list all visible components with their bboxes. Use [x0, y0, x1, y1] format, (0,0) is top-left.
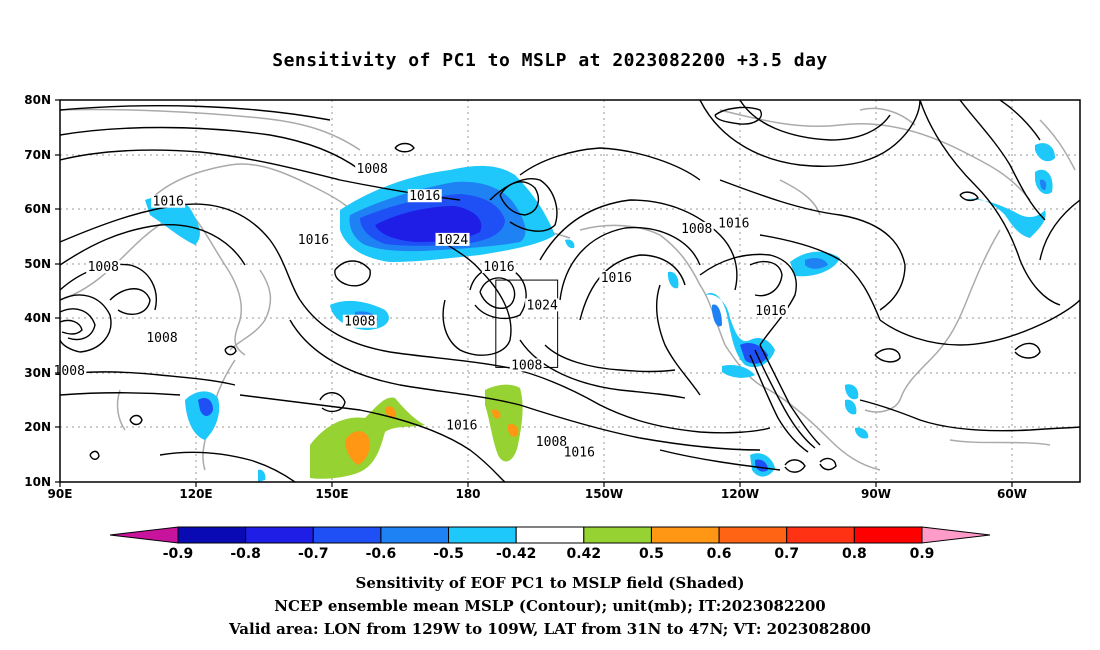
colorbar-label: -0.9: [163, 546, 194, 562]
contour-label: 1016: [718, 217, 749, 232]
colorbar-box: [515, 526, 585, 544]
lat-label: 30N: [24, 366, 51, 380]
contour-label-background: [481, 260, 516, 274]
contour-label: 1016: [601, 271, 632, 286]
colorbar-label: 0.5: [639, 546, 664, 562]
contour-label: 1024: [437, 233, 468, 248]
contour-label-background: [444, 418, 479, 432]
lon-label: 90W: [861, 487, 891, 501]
contour-label-background: [753, 303, 788, 317]
contour-label-background: [599, 271, 634, 285]
map-title: Sensitivity of PC1 to MSLP at 2023082200…: [272, 50, 828, 71]
lon-label: 180: [455, 487, 480, 501]
contour-label: 1008: [536, 435, 567, 450]
contour-label-background: [435, 232, 470, 246]
contour-label-background: [145, 331, 179, 345]
colorbar-box: [380, 526, 450, 544]
contour-label: 1008: [88, 260, 119, 275]
tick-marks: [55, 99, 1013, 487]
colorbar-box: [312, 526, 382, 544]
contour-label: 1024: [527, 298, 558, 313]
lat-label: 10N: [24, 475, 51, 489]
colorbar-label: 0.9: [910, 546, 935, 562]
contour-label: 1008: [681, 222, 712, 237]
contour-label: 1016: [755, 304, 786, 319]
footer-line-2: NCEP ensemble mean MSLP (Contour); unit(…: [274, 597, 826, 615]
colorbar-label: -0.7: [298, 546, 329, 562]
colorbar-label: 0.6: [707, 546, 732, 562]
footer-line-3: Valid area: LON from 129W to 109W, LAT f…: [229, 620, 871, 638]
contour-label-background: [679, 221, 714, 235]
colorbar-box: [177, 526, 247, 544]
colorbar-box: [245, 526, 314, 544]
lat-label: 20N: [24, 420, 51, 434]
colorbar-label: 0.42: [567, 546, 602, 562]
contour-label-background: [342, 314, 377, 328]
colorbar-label: -0.42: [496, 546, 536, 562]
colorbar-label: 0.8: [842, 546, 867, 562]
contour-label: 1008: [511, 358, 542, 373]
lon-label: 120E: [179, 487, 212, 501]
colorbar-low-triangle: [109, 526, 179, 544]
contour-label: 1016: [409, 189, 440, 204]
lon-label: 120W: [721, 487, 759, 501]
colorbar-label: -0.6: [366, 546, 397, 562]
lon-label: 150E: [315, 487, 348, 501]
lon-axis-labels: 90E 120E 150E 180 150W 120W 90W 60W: [48, 487, 1027, 501]
contour-label: 1008: [344, 315, 375, 330]
coastlines: [60, 107, 1076, 471]
lat-label: 80N: [24, 93, 51, 107]
colorbar: -0.9 -0.8 -0.7 -0.6 -0.5 -0.42 0.42 0.5 0.6 0.7 0.…: [109, 526, 991, 562]
contour-label-background: [407, 189, 442, 203]
lon-label: 90E: [48, 487, 73, 501]
footer-line-1: Sensitivity of EOF PC1 to MSLP field (Sh…: [355, 574, 745, 592]
lon-label: 60W: [997, 487, 1027, 501]
contour-label-background: [151, 194, 186, 208]
colorbar-box: [583, 526, 652, 544]
grid-lines: [60, 100, 1080, 482]
contour-label-background: [534, 434, 569, 448]
colorbar-box: [853, 526, 923, 544]
contour-label: 1016: [446, 418, 477, 433]
contour-label: 1008: [54, 364, 85, 379]
contour-label: 1016: [483, 260, 514, 275]
contour-label: 1008: [146, 331, 177, 346]
colorbar-box: [448, 526, 517, 544]
contour-label: 1008: [357, 162, 388, 177]
colorbar-high-triangle: [921, 526, 991, 544]
plot-frame: [59, 99, 1081, 483]
contour-label-background: [509, 358, 544, 372]
lon-label: 150W: [585, 487, 623, 501]
contour-label-background: [355, 161, 390, 175]
colorbar-label: 0.7: [774, 546, 799, 562]
colorbar-label: -0.5: [433, 546, 464, 562]
contour-label-background: [52, 363, 87, 377]
contour-label-background: [525, 298, 560, 312]
contour-label-background: [562, 445, 597, 459]
lat-label: 50N: [24, 257, 51, 271]
mslp-contours: [60, 100, 1080, 482]
lat-label: 40N: [24, 311, 51, 325]
contour-label-background: [716, 216, 751, 230]
colorbar-label: -0.8: [230, 546, 261, 562]
contour-label-background: [296, 232, 331, 246]
colorbar-box: [718, 526, 788, 544]
contour-label: 1016: [564, 446, 595, 461]
lat-label: 70N: [24, 148, 51, 162]
colorbar-box: [650, 526, 720, 544]
negative-sensitivity-shading: [145, 143, 1055, 482]
contour-label: 1016: [153, 195, 184, 210]
lat-label: 60N: [24, 202, 51, 216]
colorbar-box: [786, 526, 855, 544]
contour-label-background: [86, 260, 121, 274]
lat-axis-labels: 80N 70N 60N 50N 40N 30N 20N 10N: [24, 93, 51, 489]
contour-label: 1016: [298, 233, 329, 248]
